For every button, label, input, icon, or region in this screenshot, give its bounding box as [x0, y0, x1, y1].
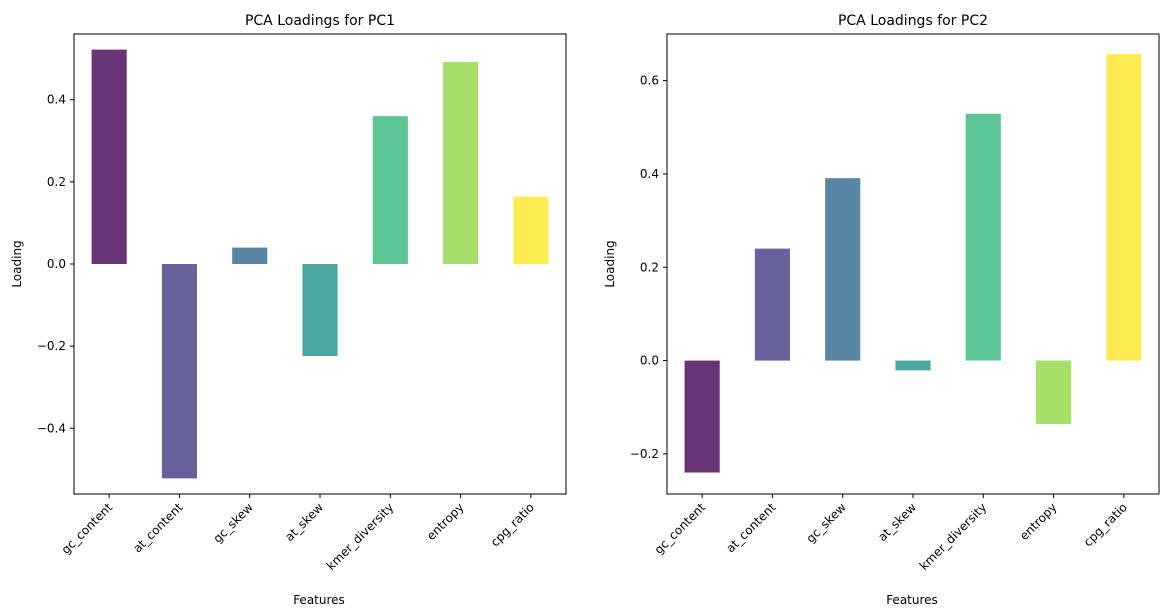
bar-at_content: [161, 264, 197, 479]
y-tick-label: −0.2: [630, 447, 659, 461]
y-tick-label: 0.6: [640, 74, 659, 88]
y-axis-label: Loading: [10, 240, 24, 287]
x-axis-label: Features: [886, 593, 938, 607]
bar-at_skew: [302, 264, 338, 356]
bar-gc_skew: [825, 178, 861, 361]
y-axis-ticks: −0.4 −0.2 0.0 0.2 0.4: [37, 93, 74, 435]
bar-gc_content: [91, 49, 127, 264]
y-tick-label: −0.2: [37, 339, 66, 353]
bar-kmer_diversity: [965, 113, 1001, 361]
bar-cpg_ratio: [513, 196, 549, 264]
bar-entropy: [1036, 360, 1072, 425]
bar-group: [684, 54, 1142, 473]
y-tick-label: 0.2: [47, 175, 66, 189]
y-axis-label: Loading: [603, 240, 617, 287]
y-tick-label: −0.4: [37, 421, 66, 435]
bar-group: [91, 49, 549, 479]
y-axis-ticks: −0.2 0.0 0.2 0.4 0.6: [630, 74, 667, 461]
y-tick-label: 0.4: [47, 93, 66, 107]
bar-gc_content: [684, 360, 720, 473]
bar-kmer_diversity: [372, 116, 408, 265]
y-tick-label: 0.0: [640, 354, 659, 368]
bar-entropy: [443, 61, 479, 264]
chart-title: PCA Loadings for PC2: [838, 13, 988, 29]
bar-cpg_ratio: [1106, 54, 1142, 361]
y-tick-label: 0.2: [640, 260, 659, 274]
y-tick-label: 0.0: [47, 257, 66, 271]
x-axis-label: Features: [293, 593, 345, 607]
y-tick-label: 0.4: [640, 167, 659, 181]
bar-at_skew: [895, 360, 931, 371]
bar-gc_skew: [232, 247, 268, 264]
chart-title: PCA Loadings for PC1: [245, 13, 395, 29]
bar-at_content: [754, 248, 790, 361]
